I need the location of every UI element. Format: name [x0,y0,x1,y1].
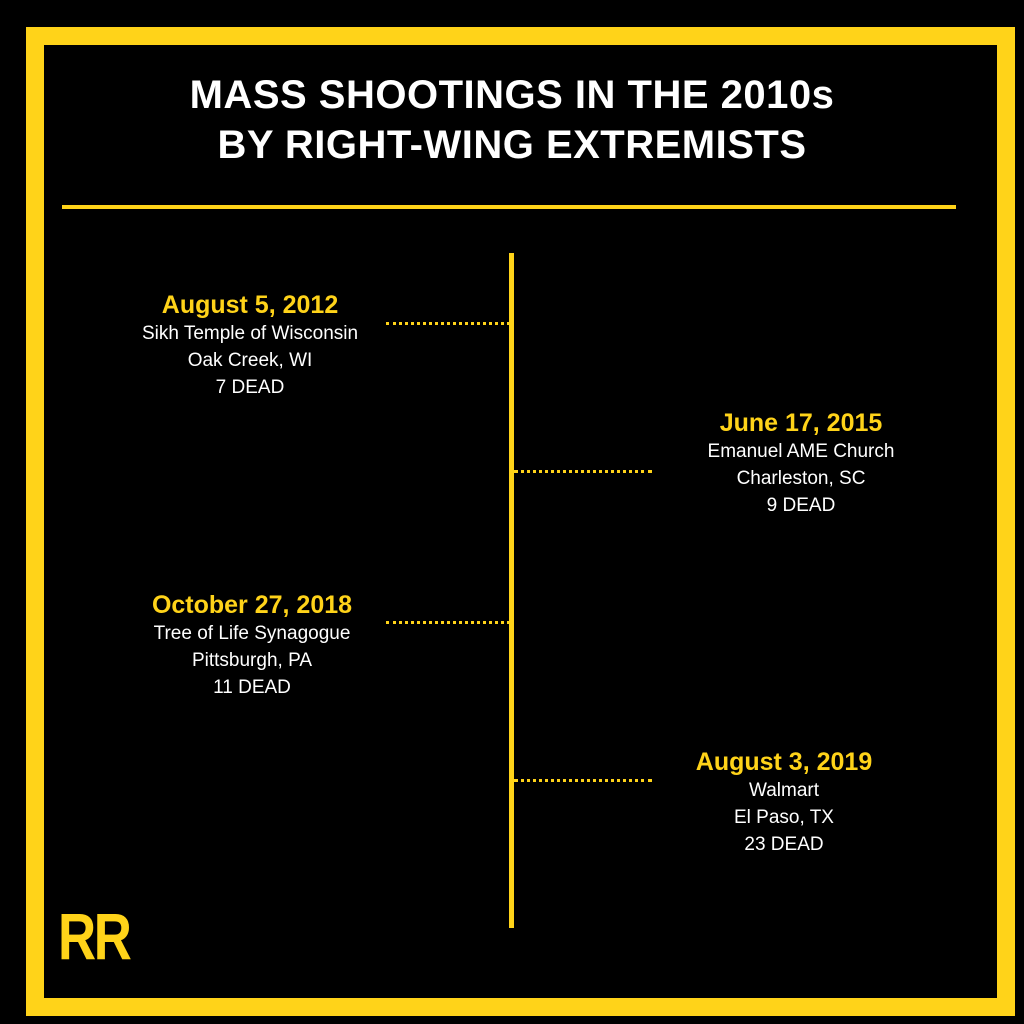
event-location: El Paso, TX [734,807,834,828]
page-title: MASS SHOOTINGS IN THE 2010s BY RIGHT-WIN… [0,70,1024,170]
event-date: August 5, 2012 [161,291,339,319]
event-location: Charleston, SC [736,468,866,489]
title-line-2: BY RIGHT-WING EXTREMISTS [217,123,807,167]
event-date: June 17, 2015 [719,409,883,437]
timeline-axis [509,253,514,928]
event-location: Oak Creek, WI [187,350,313,371]
connector-event-1 [386,322,510,325]
rr-logo: RR [58,899,132,973]
event-date: October 27, 2018 [151,591,353,619]
event-place: Sikh Temple of Wisconsin [141,323,359,344]
event-location: Pittsburgh, PA [191,650,313,671]
event-deaths: 7 DEAD [215,377,285,398]
connector-event-2 [514,470,652,473]
title-divider [62,205,956,209]
yellow-frame [26,27,1015,1016]
title-line-1: MASS SHOOTINGS IN THE 2010s [189,73,835,117]
event-date: August 3, 2019 [695,748,873,776]
timeline-event-1: August 5, 2012 Sikh Temple of Wisconsin … [85,290,415,401]
event-place: Walmart [748,780,820,801]
connector-event-3 [386,621,510,624]
event-deaths: 23 DEAD [744,834,824,855]
timeline-event-2: June 17, 2015 Emanuel AME Church Charles… [636,408,966,519]
timeline-event-4: August 3, 2019 Walmart El Paso, TX 23 DE… [619,747,949,858]
event-deaths: 11 DEAD [213,677,291,698]
event-deaths: 9 DEAD [766,495,836,516]
connector-event-4 [514,779,652,782]
event-place: Tree of Life Synagogue [153,623,351,644]
timeline-event-3: October 27, 2018 Tree of Life Synagogue … [87,590,417,701]
event-place: Emanuel AME Church [707,441,895,462]
